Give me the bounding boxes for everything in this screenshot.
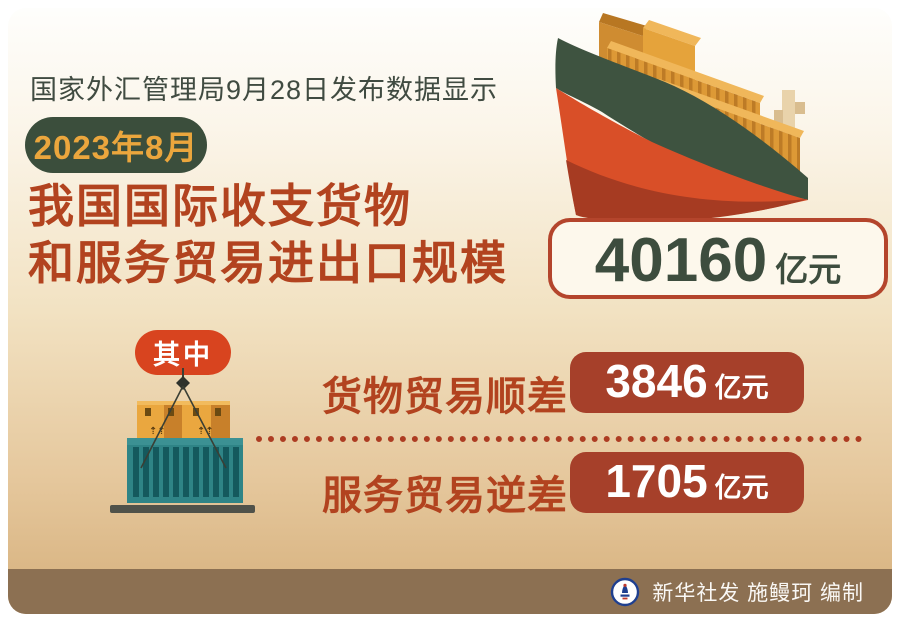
footer-bar: 新华社发 施鳗珂 编制 — [8, 569, 892, 614]
date-badge: 2023年8月 — [25, 117, 207, 173]
xinhua-logo-icon — [611, 577, 640, 606]
goods-trade-value-pill: 3846 亿元 — [570, 352, 804, 413]
goods-trade-unit: 亿元 — [714, 373, 769, 403]
cargo-ship-icon — [555, 13, 808, 223]
goods-trade-label: 货物贸易顺差 — [322, 375, 568, 419]
svg-text:⇡⇡: ⇡⇡ — [149, 426, 166, 437]
services-trade-value: 1705 — [605, 455, 708, 507]
infographic-card: 国家外汇管理局9月28日发布数据显示 2023年8月 我国国际收支货物 和服务贸… — [8, 8, 892, 614]
services-trade-value-pill: 1705 亿元 — [570, 452, 804, 513]
services-trade-label: 服务贸易逆差 — [322, 474, 568, 518]
breakdown-badge-label: 其中 — [153, 340, 213, 370]
total-unit: 亿元 — [775, 251, 842, 288]
total-value: 40160 — [594, 226, 768, 295]
page-title: 我国国际收支货物 和服务贸易进出口规模 — [28, 178, 508, 292]
source-line: 国家外汇管理局9月28日发布数据显示 — [30, 75, 499, 105]
breakdown-badge: 其中 — [135, 330, 231, 375]
title-line1: 我国国际收支货物 — [28, 180, 412, 232]
total-value-box: 40160 亿元 — [548, 218, 888, 299]
credit-line: 新华社发 施鳗珂 编制 — [652, 581, 864, 605]
services-trade-unit: 亿元 — [714, 473, 769, 503]
goods-trade-value: 3846 — [605, 355, 708, 407]
dotted-divider — [256, 436, 862, 442]
date-badge-label: 2023年8月 — [33, 129, 199, 166]
svg-text:⇡⇡: ⇡⇡ — [197, 426, 214, 437]
crane-container-icon: ⇡⇡ ⇡⇡ — [110, 368, 255, 513]
title-line2: 和服务贸易进出口规模 — [28, 237, 508, 289]
